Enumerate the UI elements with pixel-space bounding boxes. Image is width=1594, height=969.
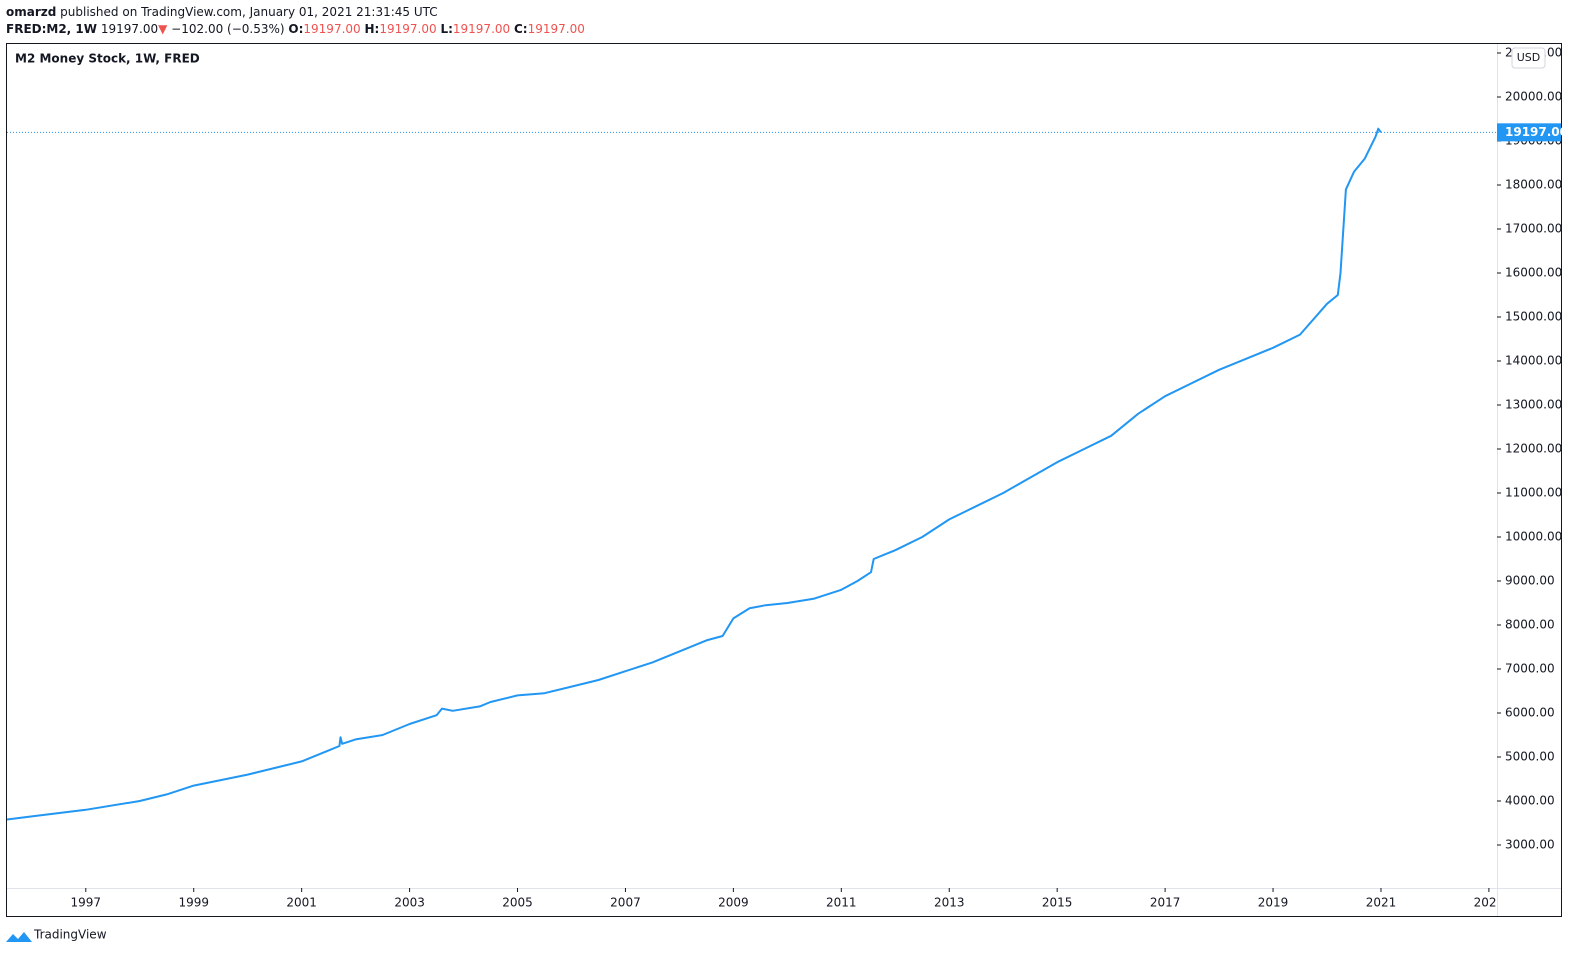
plot-area (7, 127, 1382, 821)
last: 19197.00 (101, 22, 158, 36)
y-tick-label: 18000.00 (1505, 177, 1562, 191)
last-price-box (1497, 123, 1561, 142)
published: published on TradingView.com, January 01… (60, 5, 437, 19)
x-tick-label: 1997 (71, 896, 102, 910)
brand: TradingView (33, 928, 107, 942)
x-tick-label: 2017 (1150, 896, 1181, 910)
y-tick-label: 13000.00 (1505, 397, 1562, 411)
x-tick-label: 2015 (1042, 896, 1073, 910)
last-price: 19197.00 (7, 123, 1568, 142)
y-tick-label: 7000.00 (1505, 661, 1555, 675)
x-tick-label: 2021 (1366, 896, 1397, 910)
y-tick-label: 14000.00 (1505, 353, 1562, 367)
symbol: FRED:M2, 1W (6, 22, 97, 36)
x-tick-label: 2001 (286, 896, 317, 910)
x-tick-label: 2003 (394, 896, 425, 910)
y-tick-label: 5000.00 (1505, 749, 1555, 763)
y-tick-label: 9000.00 (1505, 573, 1555, 587)
low-label: L: (440, 22, 452, 36)
open: 19197.00 (303, 22, 360, 36)
x-tick-label: 1999 (178, 896, 209, 910)
chart-frame (6, 43, 1562, 917)
y-tick-label: 17000.00 (1505, 221, 1562, 235)
x-tick-label: 2019 (1258, 896, 1289, 910)
last-price-label: 19197.00 (1505, 125, 1568, 139)
y-tick-label: 4000.00 (1505, 793, 1555, 807)
y-tick-label: 3000.00 (1505, 837, 1555, 851)
open-label: O: (288, 22, 303, 36)
author: omarzd (6, 5, 56, 19)
currency-button[interactable] (1511, 47, 1546, 69)
y-tick-label: 12000.00 (1505, 441, 1562, 455)
high: 19197.00 (379, 22, 436, 36)
close-label: C: (514, 22, 528, 36)
y-tick-label: 16000.00 (1505, 265, 1562, 279)
y-tick-label: 20000.00 (1505, 89, 1562, 103)
chart-title: M2 Money Stock, 1W, FRED (15, 52, 200, 66)
price-axis: 3000.00 4000.00 5000.00 6000.00 7000.00 8000.… (1497, 45, 1562, 851)
high-label: H: (365, 22, 380, 36)
x-tick-label: 2023 (1474, 896, 1505, 910)
x-tick-label: 2005 (502, 896, 533, 910)
x-tick-label: 2007 (610, 896, 641, 910)
y-tick-label: 10000.00 (1505, 529, 1562, 543)
time-axis: 1997 1999 2001 2003 2005 2007 2009 2011 2013 2015… (71, 888, 1505, 910)
change-arrow: ▼ (158, 22, 168, 36)
price-line (7, 127, 1382, 821)
close: 19197.00 (528, 22, 585, 36)
low: 19197.00 (453, 22, 510, 36)
y-tick-label: 8000.00 (1505, 617, 1555, 631)
y-tick-label: 11000.00 (1505, 485, 1562, 499)
brand-logo (6, 932, 32, 942)
currency[interactable]: USD (1517, 51, 1541, 64)
x-tick-label: 2009 (718, 896, 749, 910)
symbol-line: FRED:M2, 1W 19197.00▼ −102.00 (−0.53%) O… (6, 22, 585, 36)
x-tick-label: 2013 (934, 896, 965, 910)
y-tick-label: 6000.00 (1505, 705, 1555, 719)
change: −102.00 (−0.53%) (171, 22, 284, 36)
x-tick-label: 2011 (826, 896, 857, 910)
y-tick-label: 15000.00 (1505, 309, 1562, 323)
publish-line: omarzd published on TradingView.com, Jan… (6, 5, 438, 19)
